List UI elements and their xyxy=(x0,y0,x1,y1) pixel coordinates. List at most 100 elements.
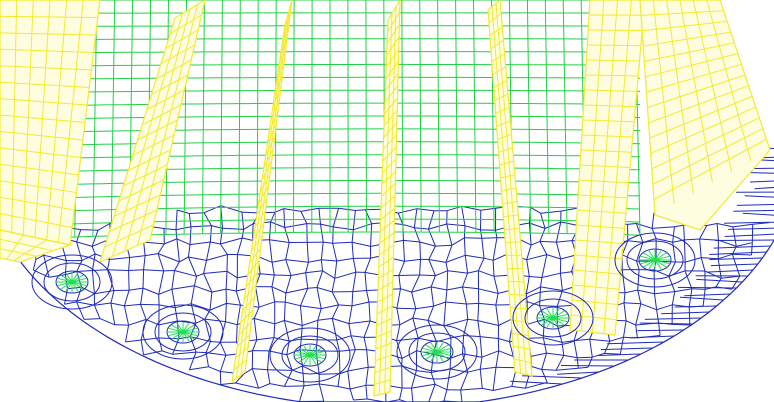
base-edge xyxy=(445,289,448,303)
base-edge xyxy=(428,223,447,230)
hub-spoke xyxy=(57,281,73,287)
base-edge xyxy=(269,239,273,263)
base-edge xyxy=(435,270,448,277)
base-edge xyxy=(158,288,173,295)
fin-edge xyxy=(374,379,391,385)
base-edge xyxy=(210,341,221,343)
base-edge xyxy=(479,369,483,389)
base-edge xyxy=(243,223,254,230)
core-edge xyxy=(20,25,640,27)
base-edge xyxy=(171,289,176,308)
base-edge xyxy=(577,356,593,359)
base-edge xyxy=(318,208,321,225)
base-edge xyxy=(80,229,99,231)
fin-edge xyxy=(382,146,397,162)
fin-edge xyxy=(0,65,92,71)
core-edge xyxy=(19,128,641,134)
fin-edge xyxy=(512,332,529,337)
core-edge xyxy=(19,38,641,41)
base-edge xyxy=(258,383,271,389)
fin-edge xyxy=(506,254,522,257)
fin-edge xyxy=(377,281,394,291)
base-edge xyxy=(428,245,436,260)
base-edge xyxy=(128,269,144,271)
base-edge xyxy=(699,225,708,240)
base-edge xyxy=(446,205,462,212)
fin-edge xyxy=(510,306,527,310)
base-edge xyxy=(299,288,309,306)
base-edge xyxy=(159,304,176,309)
fin-face xyxy=(569,0,646,336)
base-edge xyxy=(607,341,664,345)
fin-edge xyxy=(379,232,395,244)
base-edge xyxy=(76,229,82,243)
base-edge xyxy=(365,367,369,386)
base-edge xyxy=(336,335,352,341)
base-edge xyxy=(194,285,213,293)
base-edge xyxy=(752,167,774,169)
fin-edge xyxy=(263,148,274,169)
base-edge xyxy=(427,320,437,342)
base-edge xyxy=(206,241,211,261)
base-edge xyxy=(578,366,589,369)
base-edge xyxy=(268,337,275,352)
base-edge xyxy=(529,276,542,278)
base-edge xyxy=(222,227,244,230)
base-edge xyxy=(94,302,111,306)
fin-edge xyxy=(0,213,73,228)
base-edge xyxy=(451,237,465,246)
fin-edge xyxy=(258,185,269,204)
base-edge xyxy=(353,223,372,231)
base-edge xyxy=(252,368,268,371)
fin-edge xyxy=(575,239,624,245)
base-edge xyxy=(158,270,165,295)
base-edge xyxy=(172,351,197,355)
base-edge xyxy=(189,366,209,371)
base-edge xyxy=(305,270,323,274)
base-edge xyxy=(258,301,275,308)
base-edge xyxy=(99,318,115,326)
base-edge xyxy=(415,305,434,310)
base-edge xyxy=(189,226,192,245)
base-edge xyxy=(445,301,467,305)
base-edge xyxy=(284,320,303,326)
base-edge xyxy=(220,237,243,245)
base-edge xyxy=(64,301,77,305)
fin-edge xyxy=(500,174,516,179)
fin-edge xyxy=(0,114,86,123)
base-edge xyxy=(157,243,165,254)
fin-edge xyxy=(646,63,742,93)
base-edge xyxy=(462,286,479,290)
core-edge xyxy=(19,154,641,160)
base-edge xyxy=(242,237,253,241)
fin-edge xyxy=(378,256,394,268)
base-edge xyxy=(332,317,350,325)
fin-edge xyxy=(384,73,399,91)
base-edge xyxy=(464,255,469,274)
base-edge xyxy=(481,238,485,259)
base-edge xyxy=(205,341,211,353)
base-edge xyxy=(196,351,207,354)
base-edge xyxy=(76,301,95,306)
base-edge xyxy=(351,335,365,338)
fin-edge xyxy=(254,210,266,228)
fin-edge xyxy=(275,61,285,85)
base-edge xyxy=(129,255,146,258)
hub-spoke xyxy=(168,331,184,337)
fin-edge xyxy=(491,53,505,63)
fin-edge xyxy=(376,330,392,338)
base-edge xyxy=(709,257,763,260)
base-edge xyxy=(539,228,546,242)
base-edge xyxy=(674,305,717,308)
fin-edge xyxy=(576,224,625,229)
fin-edge xyxy=(245,272,258,288)
base-edge xyxy=(627,223,637,225)
base-edge xyxy=(556,367,579,371)
base-edge xyxy=(668,261,676,277)
base-edge xyxy=(285,275,292,294)
fin-face xyxy=(99,0,206,264)
fin-edge xyxy=(502,200,518,205)
fin-edge xyxy=(501,187,517,192)
fin-edge xyxy=(385,61,399,80)
